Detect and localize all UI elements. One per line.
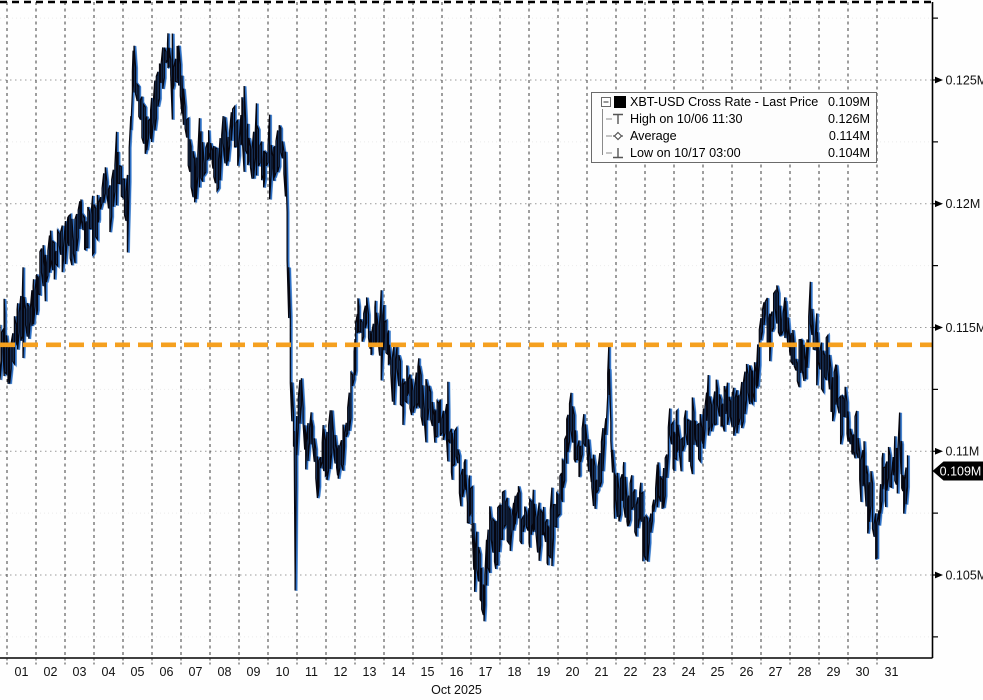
legend-series-label: XBT-USD Cross Rate - Last Price xyxy=(630,95,819,110)
x-tick-label: 04 xyxy=(102,665,116,679)
legend-low-value: 0.104M xyxy=(827,145,870,160)
x-tick-label: 17 xyxy=(479,665,493,679)
x-tick-label: 23 xyxy=(653,665,667,679)
x-tick-label: 21 xyxy=(595,665,609,679)
legend-box: XBT-USD Cross Rate - Last Price 0.109M H… xyxy=(591,92,877,163)
grid-horizontal-major xyxy=(0,79,933,576)
x-tick-label: 14 xyxy=(392,665,406,679)
x-tick-label: 20 xyxy=(566,665,580,679)
legend-expander-icon[interactable] xyxy=(596,94,630,110)
x-tick-label: 07 xyxy=(189,665,203,679)
legend-high-label: High on 10/06 11:30 xyxy=(630,112,743,127)
x-tick-label: 03 xyxy=(73,665,87,679)
series-swatch-icon xyxy=(614,96,626,109)
x-tick-label: 01 xyxy=(15,665,29,679)
x-tick-label: 18 xyxy=(508,665,522,679)
y-tick-label: 0.105M xyxy=(946,568,983,582)
high-marker-icon xyxy=(606,113,623,125)
x-tick-label: 24 xyxy=(682,665,696,679)
legend-series-row[interactable]: XBT-USD Cross Rate - Last Price 0.109M xyxy=(596,94,870,111)
x-tick-label: 05 xyxy=(131,665,145,679)
x-tick-label: 12 xyxy=(334,665,348,679)
x-tick-label: 15 xyxy=(421,665,435,679)
x-tick-label: 25 xyxy=(711,665,725,679)
x-tick-label: 16 xyxy=(450,665,464,679)
x-tick-label: 06 xyxy=(160,665,174,679)
low-marker-icon xyxy=(606,147,623,158)
x-axis-ticks xyxy=(6,658,878,665)
x-tick-label: 11 xyxy=(305,665,318,679)
y-tick-arrow-icon xyxy=(935,571,943,579)
x-tick-label: 10 xyxy=(276,665,290,679)
y-tick-label: 0.115M xyxy=(946,321,983,335)
y-axis-ticks xyxy=(932,17,938,638)
legend-row-low[interactable]: Low on 10/17 03:00 0.104M xyxy=(596,144,870,161)
x-tick-label: 02 xyxy=(44,665,58,679)
x-tick-label: 09 xyxy=(247,665,261,679)
legend-row-average[interactable]: Average 0.114M xyxy=(596,128,870,145)
y-tick-arrow-icon xyxy=(935,200,943,208)
last-price-badge: 0.109M xyxy=(932,461,983,481)
price-line-black xyxy=(0,33,909,622)
legend-tree-connector xyxy=(602,109,603,155)
last-price-badge-shape xyxy=(932,461,983,481)
y-tick-label: 0.125M xyxy=(946,73,983,87)
x-tick-label: 30 xyxy=(856,665,870,679)
price-line xyxy=(0,33,911,622)
x-tick-label: 22 xyxy=(624,665,638,679)
last-price-badge-text: 0.109M xyxy=(940,465,982,479)
x-tick-label: 28 xyxy=(798,665,812,679)
x-tick-label: 27 xyxy=(769,665,783,679)
legend-row-high[interactable]: High on 10/06 11:30 0.126M xyxy=(596,111,870,128)
plot-borders xyxy=(0,0,934,659)
y-tick-label: 0.12M xyxy=(946,197,981,211)
x-tick-label: 29 xyxy=(827,665,841,679)
x-tick-label: 08 xyxy=(218,665,232,679)
y-tick-arrow-icon xyxy=(935,447,943,455)
x-tick-label: 26 xyxy=(740,665,754,679)
legend-average-value: 0.114M xyxy=(828,128,870,143)
x-axis-labels: 01 02 03 04 05 06 07 08 09 10 11 12 13 14 15 16 17 18 19 20… xyxy=(15,665,899,697)
x-tick-label: 13 xyxy=(363,665,377,679)
legend-average-label: Average xyxy=(630,128,677,143)
y-axis-labels: 0.125M 0.12M 0.115M 0.11M 0.105M xyxy=(932,73,983,582)
legend-low-label: Low on 10/17 03:00 xyxy=(630,145,741,160)
average-marker-icon xyxy=(606,131,623,141)
legend-high-value: 0.126M xyxy=(827,112,870,127)
legend-series-value: 0.109M xyxy=(827,95,870,110)
y-tick-arrow-icon xyxy=(935,324,943,331)
y-tick-label: 0.11M xyxy=(946,445,980,459)
x-axis-month-label: Oct 2025 xyxy=(431,683,482,697)
x-tick-label: 31 xyxy=(885,665,899,679)
x-tick-label: 19 xyxy=(537,665,551,679)
y-tick-arrow-icon xyxy=(935,76,943,84)
